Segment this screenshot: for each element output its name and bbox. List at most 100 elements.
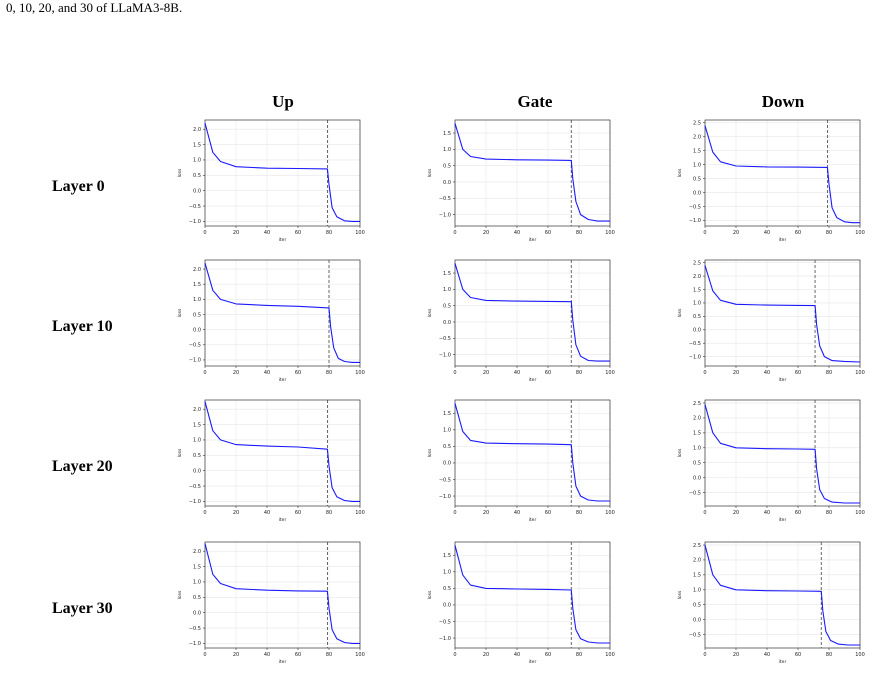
plot-frame [204,541,361,649]
y-tick-label: −0.5 [439,477,451,483]
x-tick-label: 0 [203,510,206,516]
loss-plot-panel: 0 20 40 60 80 100 −1.0 −0.5 0.0 0.5 1.0 1.5 iter loss [427,541,615,665]
y-tick-label: 2.0 [693,135,701,141]
y-tick-label: −1.0 [189,358,201,364]
x-tick-label: 60 [295,370,301,376]
x-tick-label: 100 [605,652,615,658]
x-tick-label: 20 [733,230,739,236]
plot-frame [454,259,611,367]
loss-curve [704,404,860,504]
y-tick-label: −1.0 [439,494,451,500]
y-tick-label: 1.5 [693,431,701,437]
loss-curve [704,544,860,646]
x-tick-label: 80 [326,652,332,658]
x-tick-label: 40 [764,510,770,516]
y-tick-label: 0.0 [443,461,451,467]
y-tick-label: −0.5 [439,196,451,202]
y-axis-label: loss [177,168,183,177]
x-axis-label: iter [279,377,287,383]
y-tick-label: 1.0 [193,297,201,303]
y-tick-label: 0.5 [693,461,701,467]
loss-curve [204,543,360,644]
x-tick-label: 60 [545,370,551,376]
y-tick-label: 1.5 [693,573,701,579]
loss-plot-panel: 0 20 40 60 80 100 −1.0 −0.5 0.0 0.5 1.0 1.5 2.0 iter l… [177,541,365,665]
x-tick-label: 0 [453,652,456,658]
x-tick-label: 40 [264,652,270,658]
y-tick-label: 1.0 [193,438,201,444]
y-tick-label: −1.0 [189,499,201,505]
y-tick-label: 1.5 [443,131,451,137]
x-tick-label: 20 [233,230,239,236]
y-tick-label: 2.5 [693,543,701,549]
y-tick-label: 1.5 [193,422,201,428]
x-tick-label: 80 [326,370,332,376]
x-tick-label: 40 [264,370,270,376]
y-tick-label: 1.5 [193,564,201,570]
y-tick-label: −1.0 [439,352,451,358]
loss-curve [204,122,360,222]
y-tick-label: 0.0 [693,475,701,481]
y-tick-label: 1.0 [193,580,201,586]
y-axis-label: loss [177,308,183,317]
y-tick-label: 1.5 [193,142,201,148]
y-tick-label: −0.5 [689,632,701,638]
loss-plot-panel: 0 20 40 60 80 100 −0.5 0.0 0.5 1.0 1.5 2.0 2.5 iter lo… [677,399,865,523]
x-tick-label: 60 [795,370,801,376]
y-tick-label: −0.5 [689,204,701,210]
x-axis-label: iter [279,237,287,243]
column-title-down: Down [761,92,805,111]
row-title-layer-20: Layer 20 [52,458,113,475]
loss-plot-panel: 0 20 40 60 80 100 −1.0 −0.5 0.0 0.5 1.0 1.5 iter loss [427,119,615,243]
x-tick-label: 0 [203,230,206,236]
y-tick-label: 2.0 [193,127,201,133]
plot-frame [454,541,611,649]
y-tick-label: 0.5 [193,453,201,459]
plot-frame [454,399,611,507]
row-title-layer-0: Layer 0 [52,178,105,195]
y-axis-label: loss [677,448,683,457]
y-tick-label: 0.5 [193,595,201,601]
y-tick-label: 0.5 [443,163,451,169]
x-tick-label: 100 [355,510,365,516]
y-tick-label: 2.5 [693,401,701,407]
x-tick-label: 20 [483,652,489,658]
y-tick-label: −0.5 [689,341,701,347]
y-tick-label: 1.5 [443,553,451,559]
plot-frame [204,259,361,367]
x-tick-label: 0 [453,370,456,376]
y-tick-label: 1.5 [693,287,701,293]
y-tick-label: 0.0 [693,328,701,334]
x-tick-label: 0 [703,652,706,658]
x-tick-label: 60 [295,230,301,236]
x-tick-label: 20 [233,652,239,658]
y-tick-label: 0.0 [443,180,451,186]
y-tick-label: −1.0 [189,641,201,647]
x-tick-label: 80 [826,370,832,376]
row-title-layer-10: Layer 10 [52,318,113,335]
y-tick-label: −0.5 [189,204,201,210]
x-axis-label: iter [779,659,787,665]
x-tick-label: 100 [355,652,365,658]
x-tick-label: 0 [703,230,706,236]
plot-frame [704,119,861,227]
y-tick-label: 0.0 [693,617,701,623]
y-axis-label: loss [177,590,183,599]
x-tick-label: 40 [264,230,270,236]
y-axis-label: loss [427,308,433,317]
y-tick-label: −1.0 [189,219,201,225]
y-tick-label: 0.5 [693,603,701,609]
y-tick-label: 0.0 [193,610,201,616]
loss-curve [704,125,860,224]
x-tick-label: 100 [355,370,365,376]
x-tick-label: 60 [295,652,301,658]
y-tick-label: 2.0 [693,558,701,564]
x-tick-label: 80 [326,510,332,516]
y-tick-label: 1.0 [693,162,701,168]
loss-curve [204,262,360,363]
x-tick-label: 0 [703,510,706,516]
y-axis-label: loss [677,590,683,599]
y-tick-label: 1.0 [443,287,451,293]
x-tick-label: 80 [576,652,582,658]
x-tick-label: 60 [545,510,551,516]
